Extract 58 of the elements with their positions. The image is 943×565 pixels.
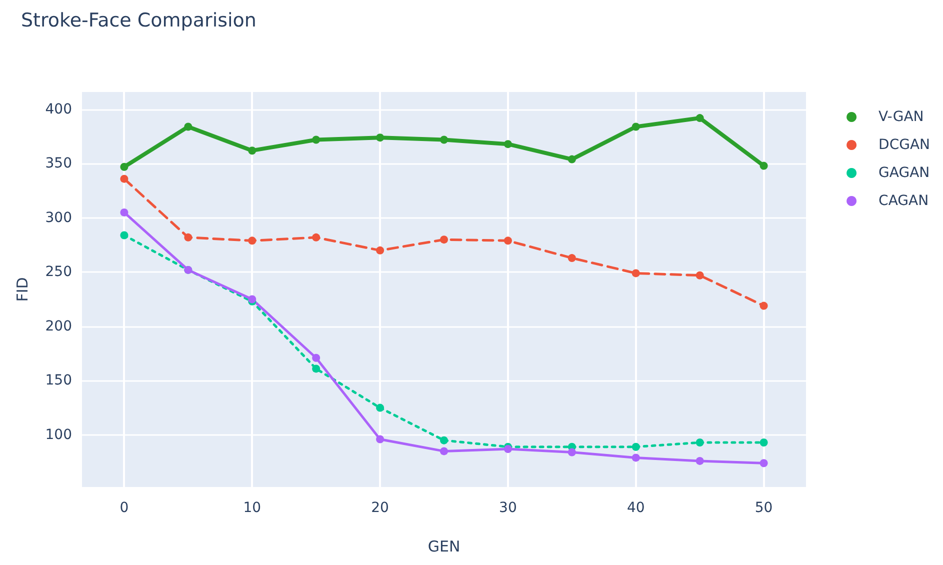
point (440, 436, 448, 444)
point (312, 364, 320, 373)
x-tick-label: 40 (626, 500, 645, 516)
point (632, 122, 640, 131)
point (312, 233, 320, 242)
point (120, 208, 128, 216)
y-tick-label: 400 (45, 101, 72, 118)
point (696, 456, 704, 465)
legend-label: V-GAN (878, 109, 924, 125)
point (760, 438, 768, 447)
x-axis-title: GEN (428, 538, 460, 556)
point (248, 146, 256, 155)
point (184, 122, 192, 131)
point (312, 354, 320, 362)
point (120, 162, 128, 171)
x-tick-label: 20 (371, 500, 389, 516)
point (184, 233, 192, 242)
legend-label: DCGAN (878, 137, 930, 153)
x-tick-label: 50 (754, 500, 773, 516)
point (568, 254, 576, 262)
x-tick-label: 10 (243, 500, 262, 516)
point (568, 155, 576, 164)
point (248, 236, 256, 245)
point (760, 302, 768, 310)
y-axis-title: FID (14, 277, 32, 302)
y-tick-label: 350 (45, 156, 72, 172)
x-tick-label: 30 (499, 500, 517, 516)
point (440, 136, 448, 144)
point (696, 438, 704, 447)
chart-title: Stroke-Face Comparision (21, 10, 256, 32)
point (120, 174, 128, 183)
point (312, 136, 320, 144)
y-tick-label: 150 (45, 372, 72, 389)
legend-label: GAGAN (878, 165, 930, 181)
point (696, 271, 704, 280)
point (504, 140, 512, 148)
point (376, 246, 384, 254)
point (376, 134, 384, 142)
x-tick-label: 0 (120, 500, 129, 516)
point (376, 435, 384, 444)
point (440, 447, 448, 456)
y-tick-label: 100 (45, 426, 72, 443)
point (632, 454, 640, 462)
y-tick-label: 200 (45, 318, 72, 334)
point (120, 231, 128, 240)
point (504, 236, 512, 245)
point (696, 114, 704, 122)
point (504, 445, 512, 454)
point (632, 442, 640, 451)
y-tick-label: 300 (45, 210, 72, 226)
point (440, 236, 448, 244)
point (760, 459, 768, 468)
legend-label: CAGAN (878, 193, 929, 209)
y-tick-label: 250 (45, 264, 72, 280)
point (760, 162, 768, 170)
point (632, 269, 640, 278)
point (376, 404, 384, 412)
point (568, 448, 576, 456)
